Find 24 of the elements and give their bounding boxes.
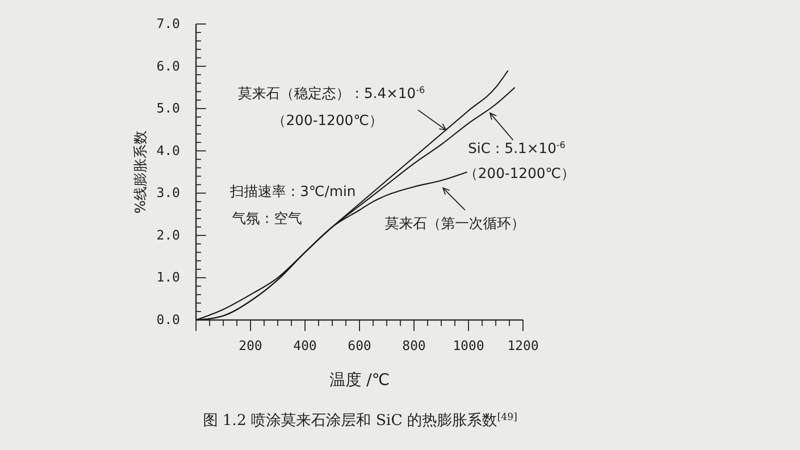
annotation: 扫描速率：3℃/min [229, 184, 356, 200]
annotation: 莫来石（第一次循环） [385, 216, 525, 232]
annotation: 莫来石（稳定态）：5.4×10$^{-6}$ [238, 86, 426, 102]
y-axis-title: %线膨胀系数 [133, 130, 149, 214]
x-tick-label: 600 [348, 339, 372, 354]
x-tick-label: 1200 [507, 339, 539, 354]
annotation: SiC：5.1×10$^{-6}$ [468, 141, 566, 157]
text: 图 1.2 喷涂莫来石涂层和 SiC 的热膨胀系数$^{[49]}$ [202, 411, 518, 429]
y-tick-label: 0.0 [156, 313, 180, 328]
y-tick-label: 7.0 [156, 17, 180, 32]
annotation: （200-1200℃） [464, 166, 576, 182]
y-tick-label: 4.0 [156, 144, 180, 159]
y-tick-label: 5.0 [156, 102, 180, 117]
x-tick-label: 800 [402, 339, 426, 354]
x-tick-label: 400 [293, 339, 317, 354]
y-tick-label: 6.0 [156, 59, 180, 74]
y-tick-label: 2.0 [156, 228, 180, 244]
x-tick-label: 200 [238, 339, 262, 354]
annotation: 气氛：空气 [232, 211, 302, 227]
y-tick-label: 1.0 [156, 270, 180, 286]
x-tick-label: 1000 [452, 339, 484, 354]
annotation: （200-1200℃） [272, 113, 384, 129]
x-axis-title: 温度 /℃ [329, 370, 390, 389]
y-tick-label: 3.0 [156, 186, 180, 202]
